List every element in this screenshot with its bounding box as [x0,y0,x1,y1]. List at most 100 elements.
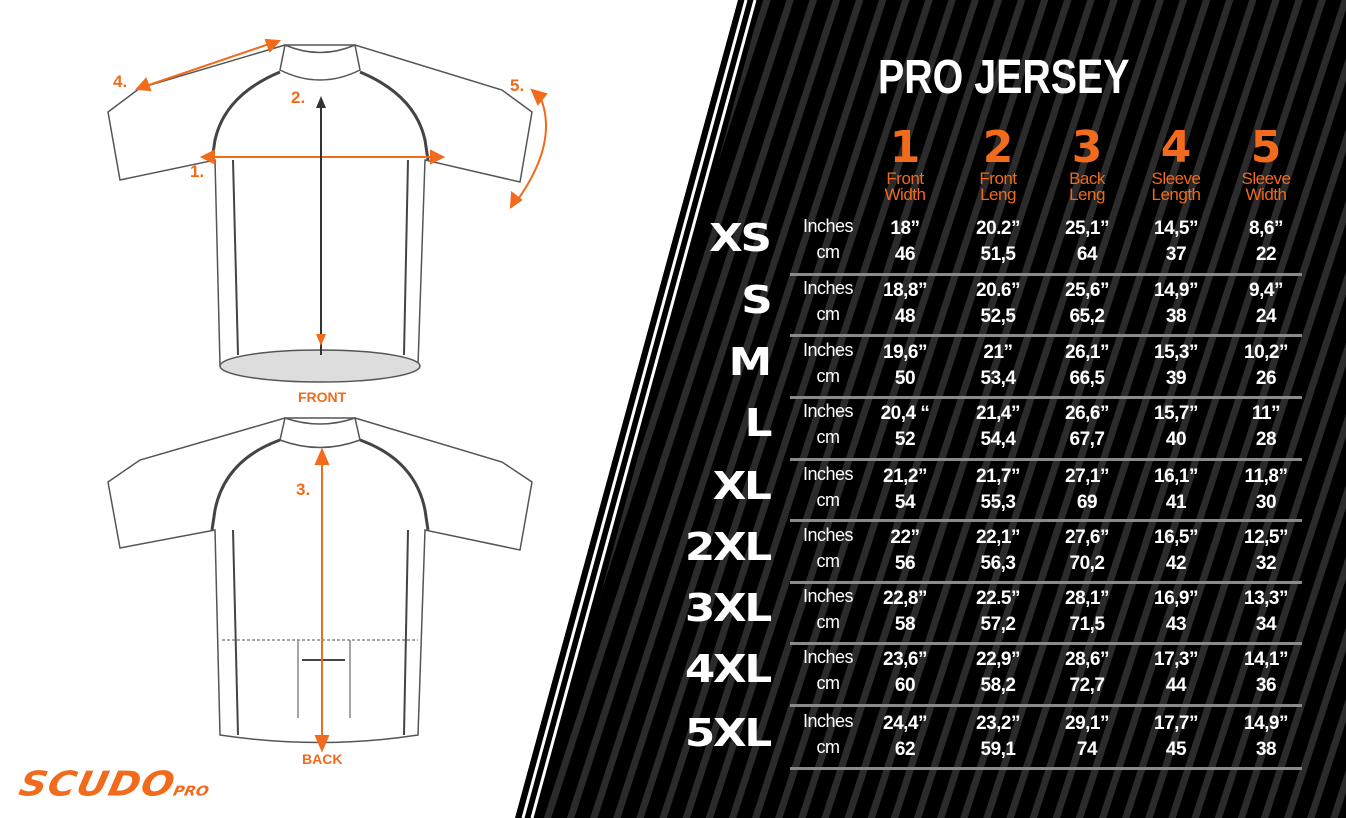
inches-value: 27,6” [1065,527,1109,548]
row-divider [790,519,1302,522]
column-number: 1 [889,122,921,173]
cm-value: 55,3 [980,492,1016,513]
size-label: 4XL [684,647,772,691]
inches-value: 15,7” [1154,403,1198,424]
cm-value: 60 [894,675,916,696]
cm-value: 54 [894,492,916,513]
size-label: S [740,278,773,322]
inches-value: 27,1” [1065,466,1109,487]
inches-value: 10,2” [1244,342,1288,363]
logo-text: SCUDO [15,764,180,804]
column-header-line1: Sleeve [1151,169,1201,188]
column-number: 4 [1160,122,1192,173]
column-header-line1: Back [1069,169,1105,188]
cm-value: 22 [1255,244,1277,265]
inches-value: 14,1” [1244,649,1288,670]
inches-value: 13,3” [1244,588,1288,609]
inches-value: 9,4” [1249,280,1283,301]
row-divider [790,767,1302,770]
cm-value: 52,5 [980,306,1016,327]
inches-value: 8,6” [1249,218,1283,239]
inches-value: 14,9” [1154,280,1198,301]
marker-3: 3. [296,480,311,499]
column-header-line1: Front [886,169,924,188]
inches-value: 20.2” [976,218,1020,239]
cm-value: 38 [1165,306,1187,327]
cm-value: 32 [1255,553,1277,574]
inches-value: 19,6” [883,342,927,363]
column-header: Front Leng [948,169,1048,204]
cm-value: 56 [894,553,916,574]
inches-value: 22,8” [883,588,927,609]
unit-inches-label: Inches [802,464,854,484]
page-title: PRO JERSEY [878,51,1130,104]
column-header-line2: Width [884,185,926,204]
cm-value: 41 [1165,492,1187,513]
inches-value: 22.5” [976,588,1020,609]
inches-value: 25,1” [1065,218,1109,239]
column-header-line2: Width [1245,185,1287,204]
cm-value: 38 [1255,739,1277,760]
column-header: Sleeve Length [1126,169,1226,203]
inches-value: 22,1” [976,527,1020,548]
cm-value: 59,1 [980,739,1016,760]
inches-value: 16,5” [1154,527,1198,548]
cm-value: 36 [1255,675,1277,696]
cm-value: 62 [894,739,916,760]
row-divider [790,458,1302,461]
inches-value: 29,1” [1065,713,1109,734]
cm-value: 39 [1165,368,1187,389]
inches-value: 21,4” [976,403,1020,424]
inches-value: 24,4” [883,713,927,734]
size-label: L [744,401,772,445]
unit-cm-label: cm [816,304,841,324]
unit-inches-label: Inches [802,647,854,667]
inches-value: 22,9” [976,649,1020,670]
unit-cm-label: cm [816,490,841,510]
cm-value: 64 [1076,244,1098,265]
unit-inches-label: Inches [802,216,854,236]
cm-value: 65,2 [1069,306,1105,327]
row-divider [790,704,1302,707]
unit-cm-label: cm [816,427,841,447]
size-label: M [728,340,772,384]
back-jersey-drawing [107,417,533,744]
column-header-line1: Sleeve [1241,169,1291,188]
unit-cm-label: cm [816,242,841,262]
unit-cm-label: cm [816,673,841,693]
cm-value: 44 [1165,675,1187,696]
unit-inches-label: Inches [802,278,854,298]
unit-inches-label: Inches [802,525,854,545]
size-label: XS [709,216,772,260]
column-header: Back Leng [1037,169,1137,203]
inches-value: 21” [983,342,1013,363]
size-label: 5XL [684,711,772,755]
column-header: Sleeve Width [1216,169,1316,204]
inches-value: 28,1” [1065,588,1109,609]
column-header-line2: Leng [980,185,1016,204]
cm-value: 56,3 [980,553,1016,574]
inches-value: 26,1” [1065,342,1109,363]
cm-value: 50 [894,368,916,389]
cm-value: 57,2 [980,614,1016,635]
row-divider [790,273,1302,276]
cm-value: 45 [1165,739,1187,760]
cm-value: 48 [894,306,916,327]
inches-value: 18” [890,218,920,239]
row-divider [790,334,1302,337]
marker-1: 1. [190,162,205,181]
inches-value: 15,3” [1154,342,1198,363]
row-divider [790,642,1302,645]
unit-inches-label: Inches [802,340,854,360]
marker-5: 5. [510,76,525,95]
column-number: 5 [1250,122,1282,173]
back-measure-arrow [314,447,330,753]
inches-value: 16,9” [1154,588,1198,609]
inches-value: 14,9” [1244,713,1288,734]
column-header-line1: Front [979,169,1017,188]
inches-value: 11” [1251,403,1281,424]
marker-4: 4. [113,72,128,91]
cm-value: 72,7 [1069,675,1105,696]
cm-value: 66,5 [1069,368,1105,389]
cm-value: 24 [1255,306,1277,327]
